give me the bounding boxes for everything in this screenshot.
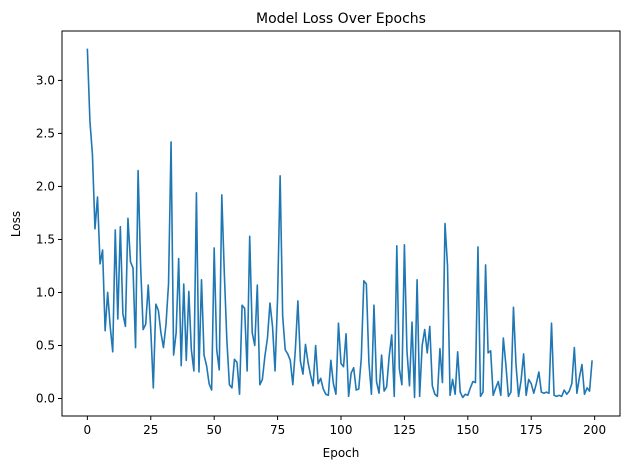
x-axis-label: Epoch [323, 446, 360, 460]
y-tick-label: 3.0 [36, 73, 55, 87]
x-tick-label: 75 [270, 423, 285, 437]
y-tick-label: 2.0 [36, 179, 55, 193]
y-tick-label: 0.0 [36, 392, 55, 406]
y-axis: 0.0 0.5 1.0 1.5 2.0 2.5 3.0 [36, 73, 62, 406]
x-tick-label: 50 [207, 423, 222, 437]
x-tick-label: 100 [330, 423, 353, 437]
y-axis-label: Loss [9, 211, 23, 237]
x-tick-label: 175 [520, 423, 543, 437]
loss-series-line [86, 48, 593, 399]
x-tick-label: 200 [583, 423, 606, 437]
y-tick-label: 1.0 [36, 285, 55, 299]
x-axis: 0 25 50 75 100 125 150 175 200 [84, 416, 606, 437]
x-tick-label: 25 [143, 423, 158, 437]
chart-title: Model Loss Over Epochs [256, 11, 426, 27]
x-tick-label: 0 [84, 423, 92, 437]
y-tick-label: 0.5 [36, 338, 55, 352]
x-tick-label: 150 [456, 423, 479, 437]
y-tick-label: 2.5 [36, 126, 55, 140]
y-tick-label: 1.5 [36, 232, 55, 246]
x-tick-label: 125 [393, 423, 416, 437]
series-layer [86, 48, 593, 399]
